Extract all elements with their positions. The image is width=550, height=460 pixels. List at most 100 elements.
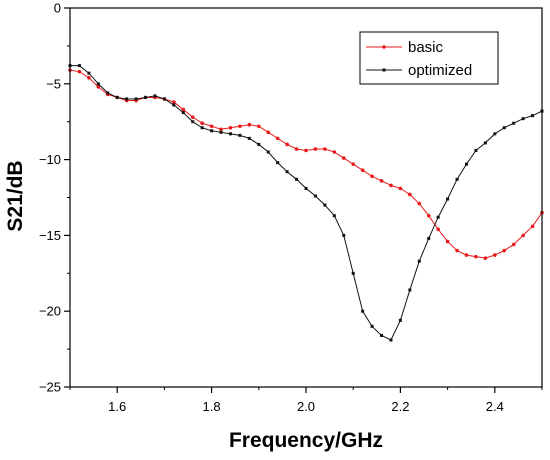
y-tick-label: −25: [39, 380, 61, 395]
data-point-optimized: [125, 97, 129, 101]
data-point-optimized: [417, 259, 421, 263]
data-point-basic: [228, 125, 233, 130]
data-point-basic: [332, 150, 337, 154]
data-point-optimized: [96, 82, 100, 86]
data-point-optimized: [219, 130, 223, 134]
data-point-optimized: [238, 133, 242, 137]
y-axis-title-text: S21/dB: [4, 160, 27, 231]
data-point-optimized: [106, 91, 110, 95]
legend-marker-optimized: [382, 68, 386, 72]
data-point-basic: [219, 127, 223, 132]
legend-marker-basic: [382, 45, 386, 49]
data-point-optimized: [351, 271, 355, 275]
data-point-basic: [360, 168, 365, 173]
data-point-optimized: [162, 97, 166, 101]
plot-frame: [69, 7, 543, 388]
data-point-optimized: [446, 197, 450, 201]
x-axis-title: Frequency/GHz: [229, 429, 383, 452]
data-point-optimized: [521, 117, 525, 121]
data-point-basic: [266, 130, 271, 135]
data-point-optimized: [464, 162, 468, 166]
data-point-optimized: [200, 126, 204, 130]
data-point-basic: [247, 122, 252, 127]
data-point-basic: [521, 233, 525, 238]
y-axis-title: S21/dB: [4, 160, 27, 231]
data-point-basic: [285, 142, 289, 147]
data-point-basic: [238, 124, 242, 129]
data-point-basic: [87, 75, 91, 80]
data-point-basic: [200, 121, 204, 126]
data-point-optimized: [285, 170, 289, 174]
y-tick-label: 0: [54, 1, 61, 16]
data-point-optimized: [313, 194, 317, 198]
data-point-basic: [417, 201, 422, 206]
data-point-basic: [408, 192, 412, 197]
data-point-basic: [436, 227, 440, 232]
data-point-optimized: [172, 103, 176, 107]
data-point-optimized: [389, 338, 393, 342]
data-point-basic: [426, 213, 431, 218]
x-tick-label: 2.0: [297, 399, 315, 414]
data-point-optimized: [361, 309, 365, 313]
data-point-basic: [530, 224, 535, 229]
data-point-basic: [455, 248, 459, 253]
y-tick-label: −20: [39, 304, 61, 319]
data-point-basic: [294, 147, 299, 151]
data-point-optimized: [408, 288, 412, 292]
data-point-basic: [304, 148, 308, 153]
legend-box: [359, 31, 499, 85]
series-optimized: [68, 64, 544, 342]
data-point-optimized: [77, 64, 81, 68]
data-point-optimized: [455, 177, 459, 181]
data-point-optimized: [342, 233, 346, 237]
legend-label-optimized: optimized: [408, 62, 472, 79]
x-tick-label: 1.6: [108, 399, 126, 414]
data-point-basic: [351, 162, 356, 166]
data-point-optimized: [276, 161, 280, 165]
data-point-basic: [483, 256, 488, 260]
data-point-basic: [379, 179, 384, 183]
data-point-basic: [209, 124, 214, 129]
data-point-optimized: [512, 121, 516, 125]
data-point-optimized: [295, 177, 299, 181]
data-point-optimized: [380, 333, 384, 337]
data-point-optimized: [427, 236, 431, 240]
data-point-optimized: [502, 126, 506, 130]
data-point-optimized: [115, 95, 119, 99]
legend: basic optimized: [359, 31, 499, 85]
data-point-optimized: [370, 324, 374, 328]
data-point-optimized: [153, 94, 157, 98]
data-point-basic: [502, 248, 507, 253]
series-basic: [68, 68, 544, 260]
y-tick-label: −10: [39, 152, 61, 167]
series-layer: [68, 64, 544, 342]
data-point-optimized: [210, 129, 214, 133]
x-tick-label: 2.4: [486, 399, 504, 414]
data-point-basic: [172, 100, 176, 104]
data-point-basic: [275, 136, 280, 141]
data-point-optimized: [134, 97, 138, 101]
data-point-basic: [190, 115, 195, 119]
data-point-optimized: [181, 111, 185, 115]
data-point-basic: [323, 147, 327, 151]
series-line-optimized: [70, 65, 543, 341]
data-point-basic: [511, 242, 516, 247]
data-point-basic: [181, 107, 186, 112]
data-point-optimized: [191, 120, 195, 124]
data-point-optimized: [257, 142, 261, 146]
data-point-basic: [464, 253, 469, 257]
data-point-basic: [398, 186, 403, 191]
data-point-optimized: [474, 149, 478, 153]
data-point-basic: [493, 253, 497, 257]
data-point-basic: [445, 239, 450, 244]
data-point-basic: [341, 156, 346, 160]
x-tick-label: 1.8: [203, 399, 221, 414]
data-point-basic: [313, 147, 318, 151]
data-point-optimized: [323, 203, 327, 207]
data-point-basic: [389, 183, 393, 188]
y-tick-label: −15: [39, 228, 61, 243]
data-point-basic: [257, 124, 261, 129]
data-point-optimized: [247, 136, 251, 140]
x-tick-label: 2.2: [391, 399, 409, 414]
